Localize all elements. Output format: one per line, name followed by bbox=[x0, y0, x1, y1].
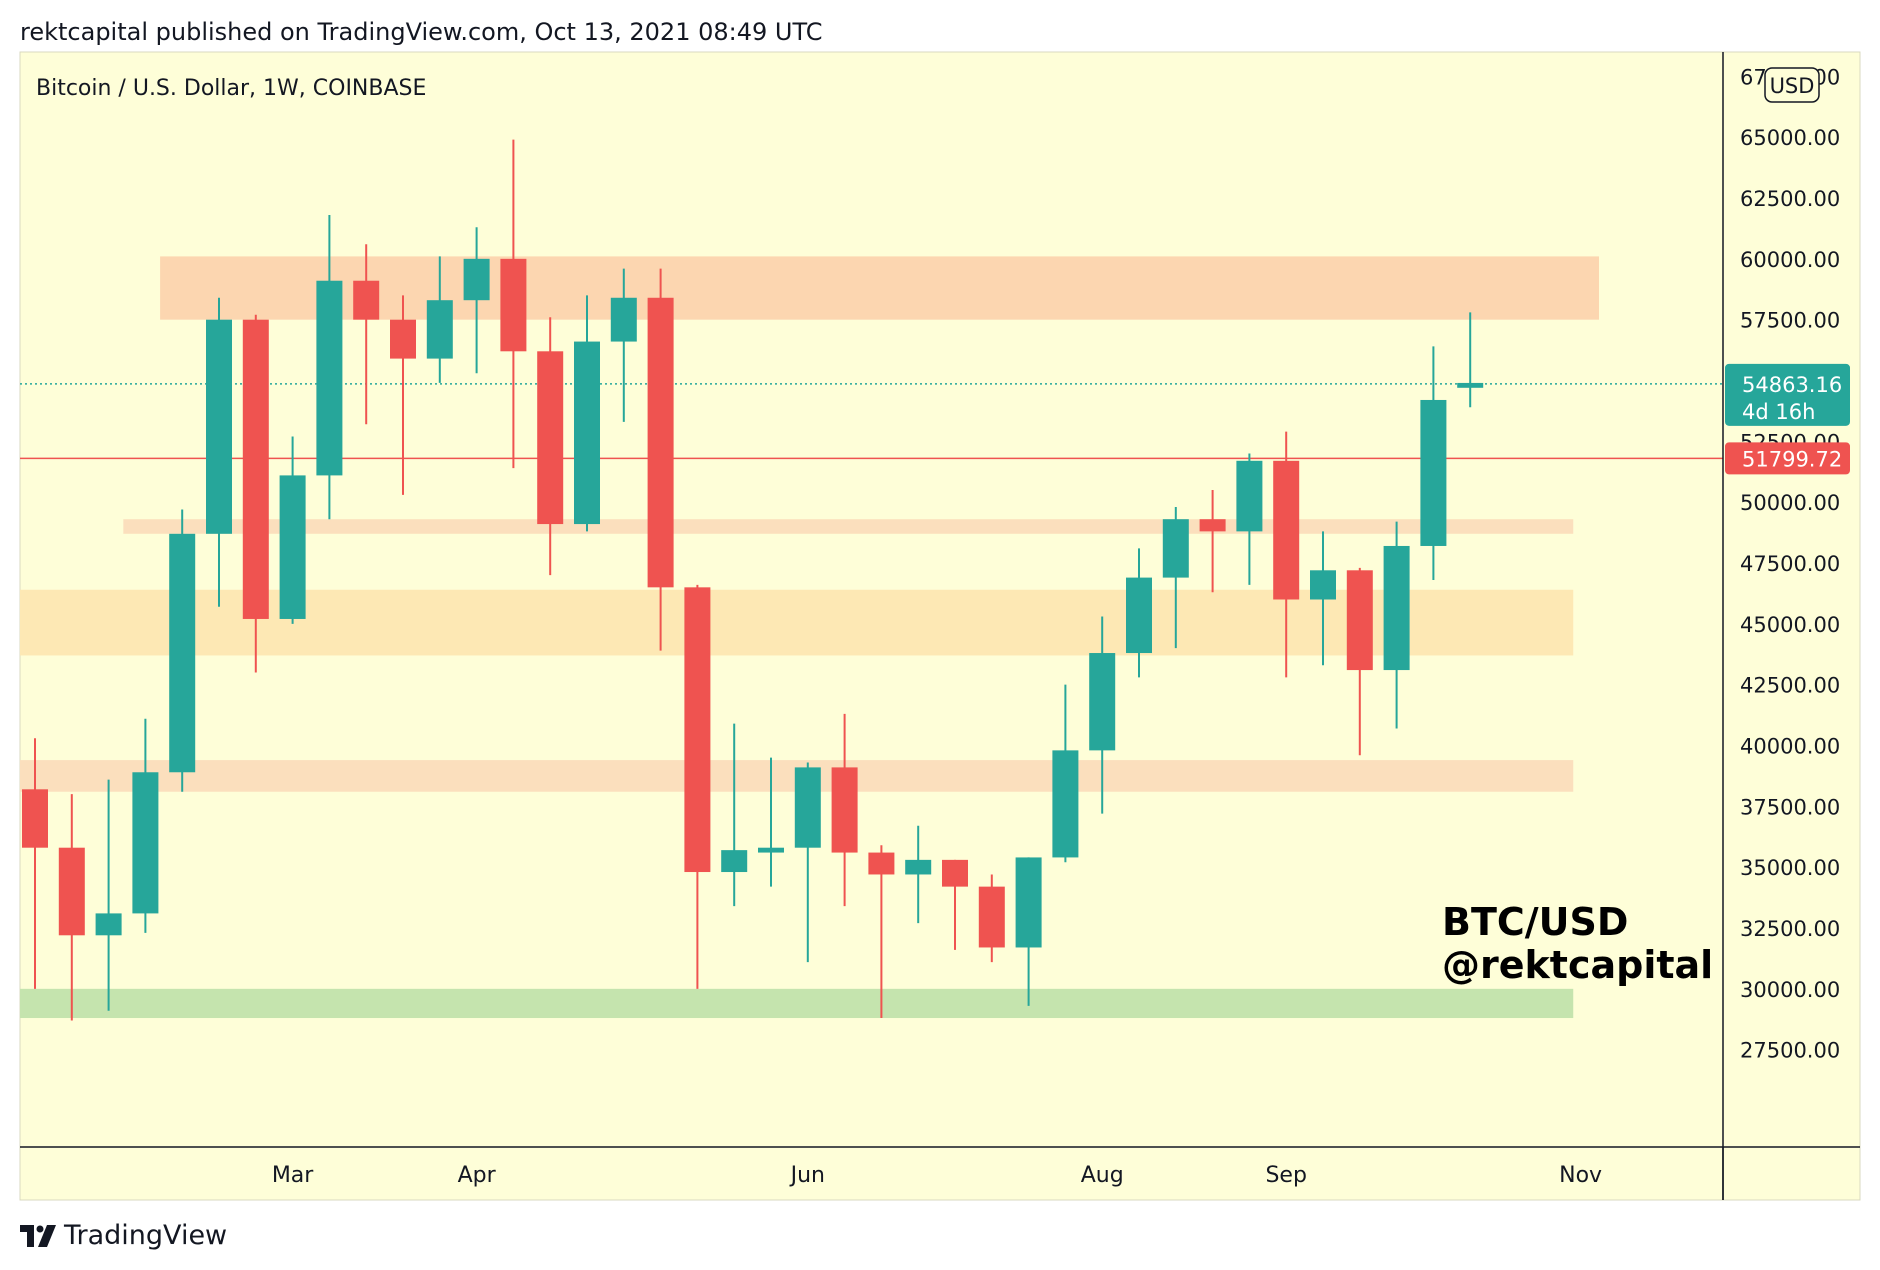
zone-2 bbox=[20, 589, 1574, 656]
watermark-line-2: @rektcapital bbox=[1442, 943, 1713, 987]
candle-body[interactable] bbox=[316, 280, 343, 476]
candle-body[interactable] bbox=[500, 258, 527, 352]
candle-body[interactable] bbox=[169, 533, 196, 773]
candle-body[interactable] bbox=[978, 886, 1005, 948]
candle-body[interactable] bbox=[95, 913, 122, 936]
x-tick-label: Aug bbox=[1081, 1163, 1124, 1188]
candle-body[interactable] bbox=[831, 767, 858, 853]
zone-0 bbox=[160, 256, 1599, 320]
x-tick-label: Jun bbox=[789, 1163, 825, 1188]
y-tick-label: 45000.00 bbox=[1740, 613, 1840, 637]
y-tick-label: 60000.00 bbox=[1740, 248, 1840, 272]
x-tick-label: Nov bbox=[1559, 1163, 1602, 1188]
candle-body[interactable] bbox=[353, 280, 380, 320]
y-tick-label: 47500.00 bbox=[1740, 552, 1840, 576]
candle-body[interactable] bbox=[758, 847, 784, 853]
chart-title: Bitcoin / U.S. Dollar, 1W, COINBASE bbox=[36, 76, 426, 101]
x-axis-labels: Mar Apr Jun Aug Sep Nov bbox=[272, 1163, 1602, 1188]
candle-body[interactable] bbox=[58, 847, 85, 936]
candle-body[interactable] bbox=[206, 319, 232, 534]
candle-body[interactable] bbox=[1199, 519, 1226, 532]
hline-badge bbox=[1725, 442, 1850, 475]
candle-body[interactable] bbox=[868, 852, 895, 875]
currency-badge[interactable]: USD bbox=[1764, 67, 1820, 103]
candle-body[interactable] bbox=[1310, 570, 1336, 600]
candle-body[interactable] bbox=[905, 859, 932, 875]
tradingview-logo-text: TradingView bbox=[64, 1220, 228, 1251]
candle-body[interactable] bbox=[647, 297, 674, 588]
candle-body[interactable] bbox=[1162, 519, 1189, 578]
y-tick-label: 30000.00 bbox=[1740, 978, 1840, 1002]
hline-badge-label: 51799.72 bbox=[1742, 447, 1842, 471]
candle-body[interactable] bbox=[942, 859, 968, 887]
y-tick-label: 32500.00 bbox=[1740, 917, 1840, 941]
candle-body[interactable] bbox=[1236, 460, 1263, 532]
candle-body[interactable] bbox=[463, 258, 490, 301]
candle-body[interactable] bbox=[242, 319, 269, 619]
price-badges: 54863.16 4d 16h 51799.72 bbox=[1725, 363, 1850, 475]
candle-body[interactable] bbox=[22, 789, 48, 848]
y-tick-label: 57500.00 bbox=[1740, 309, 1840, 333]
candle-body[interactable] bbox=[279, 475, 306, 619]
candle-body[interactable] bbox=[1015, 857, 1042, 948]
countdown-label: 4d 16h bbox=[1742, 400, 1815, 424]
y-tick-label: 42500.00 bbox=[1740, 674, 1840, 698]
published-header: rektcapital published on TradingView.com… bbox=[20, 18, 823, 46]
candle-body[interactable] bbox=[1420, 399, 1447, 546]
candle-body[interactable] bbox=[390, 319, 416, 359]
y-tick-label: 37500.00 bbox=[1740, 795, 1840, 819]
y-tick-label: 65000.00 bbox=[1740, 126, 1840, 150]
candle-body[interactable] bbox=[794, 767, 821, 848]
zone-1 bbox=[123, 519, 1574, 534]
candle-body[interactable] bbox=[610, 297, 637, 342]
candle-body[interactable] bbox=[537, 351, 564, 525]
candle-body[interactable] bbox=[574, 341, 600, 525]
candle-body[interactable] bbox=[1052, 750, 1079, 858]
currency-badge-label: USD bbox=[1770, 74, 1815, 98]
candle-body[interactable] bbox=[1457, 382, 1484, 388]
candle-body[interactable] bbox=[721, 850, 748, 873]
candle-body[interactable] bbox=[1383, 545, 1410, 671]
candle-body[interactable] bbox=[132, 772, 159, 914]
last-price-label: 54863.16 bbox=[1742, 373, 1842, 397]
tradingview-logo[interactable]: TradingView bbox=[20, 1220, 227, 1251]
candle-body[interactable] bbox=[1126, 577, 1152, 654]
y-tick-label: 27500.00 bbox=[1740, 1039, 1840, 1063]
candle-body[interactable] bbox=[426, 300, 453, 359]
candle-body[interactable] bbox=[1273, 460, 1300, 600]
candle-body[interactable] bbox=[1346, 570, 1373, 671]
last-price-badge bbox=[1725, 363, 1850, 426]
x-tick-label: Apr bbox=[458, 1163, 497, 1188]
zone-4 bbox=[20, 988, 1574, 1019]
watermark-line-1: BTC/USD bbox=[1442, 900, 1628, 944]
x-tick-label: Mar bbox=[272, 1163, 314, 1188]
candles-layer bbox=[22, 139, 1484, 1021]
candle-body[interactable] bbox=[684, 587, 711, 873]
y-tick-label: 35000.00 bbox=[1740, 856, 1840, 880]
x-tick-label: Sep bbox=[1265, 1163, 1306, 1188]
y-tick-label: 50000.00 bbox=[1740, 491, 1840, 515]
y-tick-label: 40000.00 bbox=[1740, 735, 1840, 759]
candle-body[interactable] bbox=[1089, 653, 1116, 751]
tradingview-logo-icon bbox=[20, 1224, 56, 1247]
y-tick-label: 62500.00 bbox=[1740, 187, 1840, 211]
